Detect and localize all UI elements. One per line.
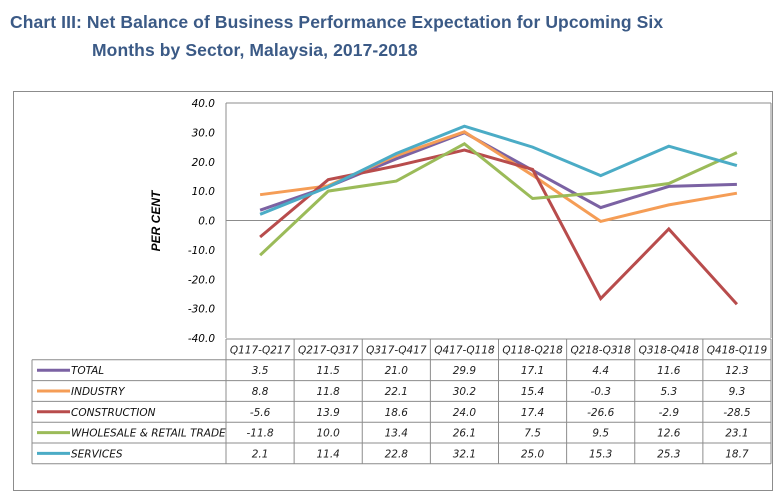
y-tick-label: 0.0: [198, 216, 215, 228]
table-cell-value: 9.3: [729, 386, 746, 398]
table-cell-value: 15.3: [589, 448, 612, 460]
table-cell-value: 22.8: [385, 448, 409, 460]
table-cell-value: 10.0: [316, 428, 340, 440]
x-category-label: Q117-Q217: [230, 344, 291, 356]
series-line-construction: [259, 148, 739, 306]
plot-area: [225, 102, 772, 338]
table-cell-value: 29.9: [453, 365, 477, 377]
table-cell-value: 11.8: [316, 386, 340, 398]
table-cell-value: 24.0: [453, 407, 477, 419]
x-category-label: Q217-Q317: [298, 344, 359, 356]
chart-frame: [13, 91, 773, 491]
legend-label: CONSTRUCTION: [71, 407, 156, 419]
y-axis-label: PER CENT: [149, 189, 163, 251]
table-cell-value: 13.9: [316, 407, 340, 419]
table-cell-value: 26.1: [453, 428, 476, 440]
legend-label: TOTAL: [71, 365, 104, 377]
table-cell-value: 18.7: [725, 448, 749, 460]
y-tick-label: 30.0: [192, 127, 216, 139]
table-cell-value: 18.6: [385, 407, 409, 419]
table-cell-value: 15.4: [521, 386, 544, 398]
legend-label: SERVICES: [71, 448, 123, 460]
y-tick-label: 10.0: [192, 186, 216, 198]
y-tick-label: -10.0: [188, 245, 215, 257]
legend-label: INDUSTRY: [71, 386, 126, 398]
table-cell-value: 2.1: [252, 448, 269, 460]
table-cell-value: -28.5: [723, 407, 750, 419]
table-cell-value: -0.3: [590, 386, 611, 398]
table-cell-value: 11.5: [316, 365, 340, 377]
series-lines: [259, 124, 739, 306]
y-tick-label: -20.0: [188, 274, 215, 286]
table-cell-value: 7.5: [524, 428, 541, 440]
table-cell-value: 9.5: [592, 428, 609, 440]
table-cell-value: 32.1: [453, 448, 476, 460]
chart-title: Chart III: Net Balance of Business Perfo…: [10, 8, 663, 64]
table-cell-value: -11.8: [246, 428, 273, 440]
y-tick-label: 40.0: [192, 98, 216, 110]
x-category-label: Q218-Q318: [570, 344, 631, 356]
y-tick-label: 20.0: [192, 157, 216, 169]
chart-title-line1: Chart III: Net Balance of Business Perfo…: [10, 12, 664, 32]
y-axis: 40.0 30.0 20.0 10.0 0.0 -10.0 -20.0 -30.0 -40.0: [188, 98, 215, 345]
table-cell-value: 11.4: [316, 448, 339, 460]
legend-label: WHOLESALE & RETAIL TRADE: [71, 428, 226, 440]
x-category-label: Q317-Q417: [366, 344, 427, 356]
y-tick-label: -40.0: [188, 333, 215, 345]
table-cell-value: 5.3: [660, 386, 677, 398]
table-cell-value: 17.1: [521, 365, 544, 377]
data-table: Q117-Q217 Q217-Q317 Q317-Q417 Q417-Q118 Q118…: [31, 338, 772, 465]
table-cell-value: 22.1: [385, 386, 408, 398]
x-category-label: Q418-Q119: [707, 344, 768, 356]
table-cell-value: 3.5: [252, 365, 269, 377]
series-line-services: [259, 124, 738, 216]
table-cell-value: 4.4: [592, 365, 609, 377]
table-cell-value: 12.6: [657, 428, 681, 440]
table-cell-value: 25.3: [657, 448, 680, 460]
y-tick-label: -30.0: [188, 304, 215, 316]
table-cell-value: 12.3: [725, 365, 748, 377]
table-cell-value: -2.9: [659, 407, 680, 419]
table-cell-value: 21.0: [385, 365, 409, 377]
table-cell-value: 23.1: [725, 428, 748, 440]
table-cell-value: -26.6: [587, 407, 614, 419]
x-category-label: Q118-Q218: [502, 344, 563, 356]
table-cell-value: 30.2: [453, 386, 477, 398]
series-line-wholesale-retail-trade: [259, 142, 738, 257]
table-cell-value: 17.4: [521, 407, 544, 419]
table-cell-value: 8.8: [252, 386, 269, 398]
chart-title-line2: Months by Sector, Malaysia, 2017-2018: [92, 40, 418, 60]
x-category-label: Q318-Q418: [639, 344, 700, 356]
table-cell-value: 13.4: [385, 428, 408, 440]
table-cell-value: -5.6: [250, 407, 271, 419]
series-line-industry: [259, 130, 738, 224]
table-cell-value: 25.0: [521, 448, 545, 460]
x-category-label: Q417-Q118: [434, 344, 495, 356]
table-cell-value: 11.6: [657, 365, 681, 377]
